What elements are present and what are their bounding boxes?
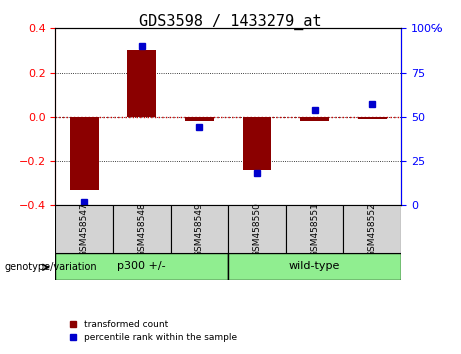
Text: GSM458548: GSM458548	[137, 202, 146, 257]
Legend: transformed count, percentile rank within the sample: transformed count, percentile rank withi…	[65, 316, 241, 346]
Text: GSM458549: GSM458549	[195, 202, 204, 257]
Text: GSM458547: GSM458547	[80, 202, 89, 257]
Text: GSM458550: GSM458550	[253, 202, 261, 257]
Text: GDS3598 / 1433279_at: GDS3598 / 1433279_at	[139, 14, 322, 30]
Bar	[242, 117, 272, 170]
FancyBboxPatch shape	[113, 205, 171, 253]
FancyBboxPatch shape	[228, 205, 286, 253]
FancyBboxPatch shape	[171, 205, 228, 253]
Bar	[185, 117, 214, 121]
Bar	[70, 117, 99, 190]
Text: GSM458552: GSM458552	[368, 202, 377, 257]
FancyBboxPatch shape	[286, 205, 343, 253]
Text: p300 +/-: p300 +/-	[118, 261, 166, 272]
FancyBboxPatch shape	[55, 205, 113, 253]
Bar	[358, 117, 387, 119]
Bar	[127, 51, 156, 117]
Text: wild-type: wild-type	[289, 261, 340, 272]
FancyBboxPatch shape	[228, 253, 401, 280]
Bar	[300, 117, 329, 121]
FancyBboxPatch shape	[343, 205, 401, 253]
FancyBboxPatch shape	[55, 253, 228, 280]
Text: genotype/variation: genotype/variation	[5, 262, 97, 272]
Text: GSM458551: GSM458551	[310, 202, 319, 257]
